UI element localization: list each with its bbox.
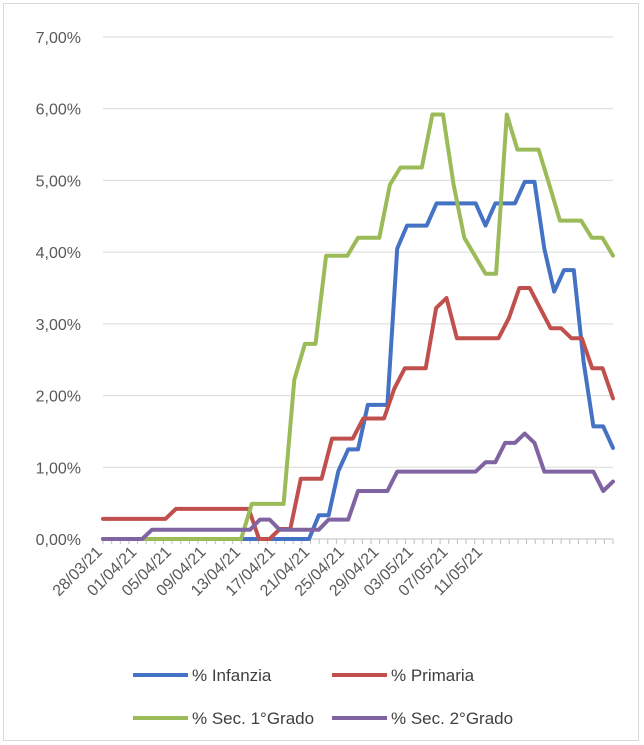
y-tick-label: 3,00% bbox=[36, 317, 81, 334]
chart-frame bbox=[3, 3, 639, 741]
legend-label: % Primaria bbox=[391, 666, 475, 685]
y-tick-label: 7,00% bbox=[36, 30, 81, 47]
y-tick-label: 6,00% bbox=[36, 102, 81, 119]
series-line-2 bbox=[101, 286, 615, 541]
series-line-4 bbox=[101, 431, 615, 541]
series-line-3 bbox=[101, 112, 615, 541]
legend-label: % Sec. 2°Grado bbox=[391, 709, 513, 728]
y-axis-ticks: 0,00% 1,00% 2,00% 3,00% 4,00% 5,00% 6,00% 7,00% bbox=[36, 30, 81, 549]
gridlines bbox=[103, 36, 613, 468]
y-tick-label: 1,00% bbox=[36, 460, 81, 477]
y-tick-label: 5,00% bbox=[36, 173, 81, 190]
legend-label: % Infanzia bbox=[192, 666, 272, 685]
y-tick-label: 2,00% bbox=[36, 389, 81, 406]
y-tick-label: 0,00% bbox=[36, 532, 81, 549]
legend-label: % Sec. 1°Grado bbox=[192, 709, 314, 728]
x-axis: 28/03/2101/04/2105/04/2109/04/2113/04/21… bbox=[50, 538, 614, 600]
series-lines bbox=[101, 112, 615, 541]
legend: % Infanzia % Primaria % Sec. 1°Grado % Sec.… bbox=[133, 666, 513, 728]
series-line-1 bbox=[101, 179, 615, 541]
y-tick-label: 4,00% bbox=[36, 245, 81, 262]
